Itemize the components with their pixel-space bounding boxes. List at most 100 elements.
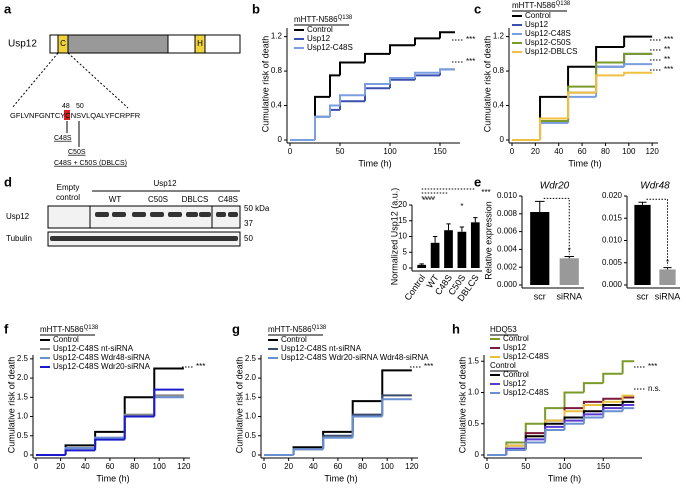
x-tick-label: 60	[105, 462, 114, 471]
panel-label: e	[474, 174, 481, 189]
bar	[559, 258, 579, 285]
seq: GFLVNFGNT	[10, 111, 55, 120]
step	[602, 397, 623, 402]
legend-title: HDQ53	[490, 325, 517, 334]
step	[524, 435, 546, 446]
step	[314, 95, 330, 140]
step	[595, 74, 625, 93]
y-tick-label: 0.020	[602, 191, 623, 200]
x-tick-label: 80	[130, 462, 139, 471]
step	[539, 121, 569, 140]
x-tick-label: 0	[34, 462, 39, 471]
bar	[430, 242, 440, 268]
annotation: **	[664, 45, 670, 54]
step	[292, 448, 324, 455]
step	[602, 372, 623, 384]
mutant: C50S	[68, 149, 86, 156]
annotation: *	[666, 258, 669, 267]
x-tick-label: siRNA	[556, 291, 582, 301]
step	[314, 115, 330, 140]
y-tick-label: 5	[403, 247, 408, 256]
row-label: Usp12	[6, 212, 30, 221]
step	[582, 382, 604, 393]
step	[623, 71, 653, 76]
zoom-line	[67, 52, 129, 109]
step	[539, 120, 569, 140]
annotation: ***	[481, 188, 490, 197]
mutant: C48S	[54, 135, 72, 142]
step	[524, 441, 546, 450]
x-tick-label: 120	[645, 147, 659, 156]
y-tick-label: 0.000	[497, 280, 518, 289]
c-box	[57, 34, 69, 54]
x-tick-label: 20	[56, 462, 65, 471]
step	[602, 400, 623, 405]
y-tick-label: 1.5	[17, 392, 29, 401]
y-tick-label: 15	[398, 216, 407, 225]
lane-label: C48S	[218, 195, 238, 204]
step	[524, 438, 546, 449]
step	[414, 71, 440, 78]
step	[621, 400, 635, 405]
y-tick-label: 0.5	[468, 419, 480, 428]
construct-sup: Q138	[338, 15, 353, 21]
step	[64, 447, 96, 455]
bar	[457, 231, 467, 268]
x-tick-label: 40	[554, 147, 563, 156]
step	[623, 63, 653, 67]
error-bar	[432, 236, 438, 243]
step	[414, 37, 440, 46]
annotation: ***	[424, 362, 433, 371]
step	[544, 407, 565, 424]
bar	[444, 230, 453, 268]
step	[339, 100, 365, 110]
x-tick-label: 40	[81, 462, 90, 471]
chart-title: Wdr20	[540, 181, 570, 192]
legend-label: Usp12-C48S Wdr48-siRNA	[53, 353, 151, 362]
panel-label: a	[4, 1, 12, 16]
annotation: n.s.	[648, 384, 661, 393]
legend-label: Usp12-C48S	[307, 43, 353, 52]
y-tick-label: 0.010	[602, 236, 623, 245]
annotation: ***	[466, 57, 475, 66]
legend-label: Usp12-C48S Wdr20-siRNA Wdr48-siRNA	[281, 353, 429, 362]
legend-label: Usp12-DBLCS	[525, 47, 577, 56]
pos-48: 48	[62, 103, 70, 110]
y-tick-label: 1.5	[468, 356, 480, 365]
x-tick-label: 100	[383, 147, 397, 156]
sequence: GFLVNFGNTCYCNSVLQALYFCRPFR	[10, 111, 141, 120]
y-tick-label: 0.004	[497, 245, 518, 254]
step	[364, 83, 390, 96]
construct-sup: Q138	[556, 1, 571, 7]
error-bar	[473, 217, 478, 223]
step	[595, 45, 625, 67]
panel-label: c	[474, 1, 481, 16]
y-axis-label: Cumulative risk of death	[234, 357, 244, 454]
construct-sup: Q138	[84, 325, 99, 331]
x-tick-label: siRNA	[655, 291, 681, 301]
row-label: Tubulin	[6, 234, 32, 243]
bar	[634, 204, 651, 285]
y-tick-label: 0.008	[497, 209, 518, 218]
panel-label: d	[4, 174, 12, 189]
x-tick-label: 120	[405, 462, 419, 471]
legend-label: Control	[503, 334, 529, 343]
seq: C	[55, 111, 61, 120]
legend-label: Usp12-C50S	[525, 38, 571, 47]
error-bar	[638, 201, 647, 205]
annotation: ***	[648, 362, 657, 371]
step	[539, 121, 569, 140]
x-axis-label: Time (h)	[568, 158, 601, 168]
construct: mHTT-N586Q138	[40, 325, 99, 335]
x-tick-label: 0	[485, 462, 490, 471]
construct-name: mHTT-N586	[512, 1, 556, 10]
x-tick-label: 60	[578, 147, 587, 156]
step	[322, 436, 353, 450]
annotation: *	[568, 247, 571, 256]
x-tick-label: 0	[288, 147, 293, 156]
step	[364, 52, 390, 63]
y-axis-label: Cumulative risk of death	[6, 357, 16, 454]
y-tick-label: 1.2	[493, 32, 505, 41]
x-tick-label: Control	[402, 273, 427, 303]
annotation: ****	[422, 196, 434, 205]
